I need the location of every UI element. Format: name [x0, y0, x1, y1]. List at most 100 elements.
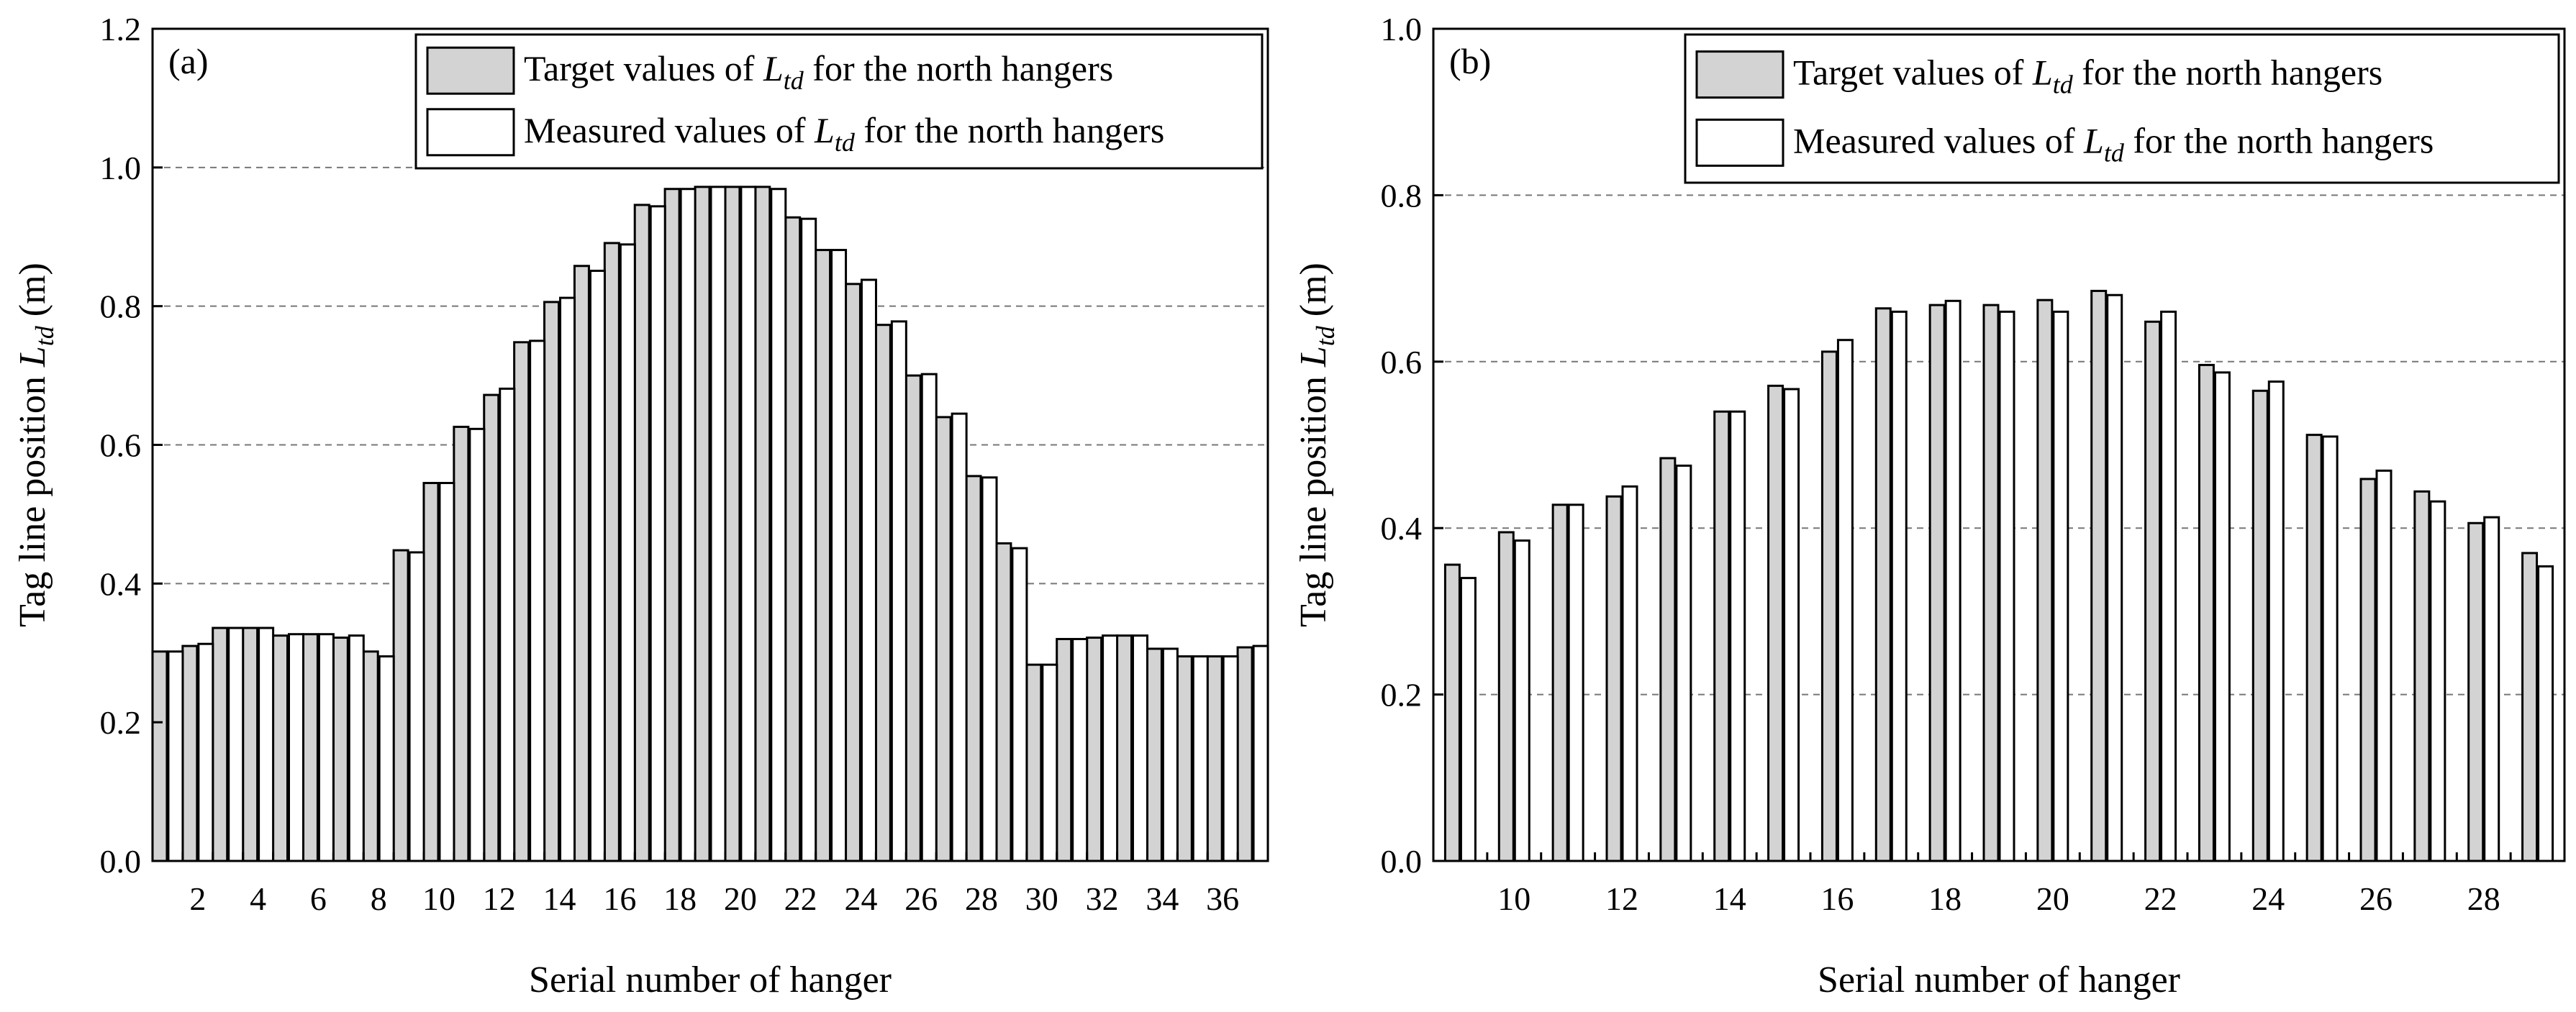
bar-target — [301, 633, 319, 862]
bar-measured — [529, 339, 546, 862]
bar-target — [694, 186, 711, 862]
x-tick-label: 14 — [1713, 880, 1746, 917]
legend-label-sub: td — [784, 66, 804, 95]
legend-label: Measured values of Ltd for the north han… — [524, 110, 1164, 157]
bar-measured — [890, 320, 907, 862]
y-axis-label-sub: td — [1311, 325, 1340, 346]
bar-measured — [1621, 485, 1638, 862]
x-tick-label: 30 — [1025, 880, 1058, 917]
bar-target — [935, 416, 952, 862]
bar-target — [453, 425, 470, 862]
bar-target — [995, 542, 1012, 862]
bar-target — [1146, 647, 1163, 862]
bar-measured — [1675, 464, 1692, 862]
bar-measured — [2429, 500, 2446, 862]
bar-measured — [1222, 655, 1239, 862]
bar-measured — [1161, 647, 1179, 862]
bar-target — [2036, 298, 2054, 862]
y-axis-label-unit: (m) — [12, 263, 53, 326]
bar-measured — [1011, 547, 1028, 862]
bar-measured — [709, 186, 727, 862]
bar-target — [784, 216, 802, 862]
bar-measured — [1071, 637, 1089, 862]
chart-panel-a: 0.00.20.40.60.81.01.22 4 6 8 10 12 14 16 18 20 22 2… — [12, 11, 1269, 1000]
bar-measured — [1459, 577, 1477, 862]
legend-label-suffix: for the north hangers — [855, 110, 1164, 150]
bar-measured — [951, 412, 968, 862]
legend-label-sub: td — [2053, 70, 2074, 99]
x-tick-label: 6 — [310, 880, 327, 917]
bar-target — [1236, 646, 1253, 862]
bar-target — [754, 186, 771, 862]
x-tick-label: 8 — [371, 880, 387, 917]
panel-label: (a) — [168, 41, 209, 81]
x-tick-label: 28 — [2467, 880, 2500, 917]
bar-target — [1443, 563, 1461, 862]
bar-measured — [740, 186, 757, 862]
legend-label-prefix: Target values of — [524, 48, 763, 88]
legend-box — [414, 33, 1264, 170]
bar-measured — [258, 626, 275, 862]
x-axis-label: Serial number of hanger — [1818, 959, 2180, 1000]
x-tick-label: 26 — [2359, 880, 2393, 917]
bar-measured — [920, 373, 938, 862]
bar-measured — [378, 655, 395, 862]
bar-measured — [2106, 293, 2123, 862]
bar-measured — [408, 551, 425, 862]
y-tick-label: 0.0 — [1381, 843, 1423, 880]
bar-target — [844, 283, 861, 862]
chart-panel-b: 0.0 0.2 0.4 0.6 0.8 1.0 10 12 14 16 18 20 22 24 26 28 Se… — [1293, 11, 2566, 1000]
legend-label-suffix: for the north hangers — [804, 48, 1113, 88]
y-tick-label: 1.0 — [100, 150, 142, 186]
bar-measured — [860, 278, 877, 862]
legend-label-var: L — [2032, 53, 2053, 93]
x-tick-label: 18 — [663, 880, 697, 917]
bar-target — [874, 324, 892, 862]
x-tick-label: 28 — [965, 880, 998, 917]
bar-measured — [2375, 469, 2393, 862]
bar-measured — [2267, 380, 2285, 862]
bar-measured — [1041, 663, 1058, 862]
bar-measured — [1998, 310, 2015, 862]
x-tick-label: 24 — [844, 880, 877, 917]
bar-measured — [468, 427, 486, 862]
legend-swatch-target — [426, 46, 515, 95]
bar-target — [362, 650, 379, 862]
bar-target — [2467, 521, 2485, 862]
x-axis-label: Serial number of hanger — [529, 959, 892, 1000]
bar-measured — [1944, 299, 1962, 862]
legend-label-prefix: Measured values of — [1793, 120, 2084, 160]
bar-measured — [1836, 339, 1854, 862]
bar-target — [2144, 320, 2162, 862]
x-tick-label: 32 — [1086, 880, 1119, 917]
legend-swatch-target — [1695, 50, 1784, 99]
bar-target — [1086, 637, 1103, 862]
y-tick-label: 0.2 — [100, 704, 142, 741]
x-tick-label: 22 — [2144, 880, 2177, 917]
bar-target — [181, 644, 199, 862]
x-tick-label: 12 — [1605, 880, 1638, 917]
y-tick-label: 0.8 — [100, 288, 142, 325]
bar-target — [151, 650, 168, 862]
bar-target — [513, 341, 530, 862]
bar-measured — [2483, 516, 2500, 862]
x-tick-label: 24 — [2251, 880, 2285, 917]
legend-label-suffix: for the north hangers — [2124, 120, 2434, 160]
x-tick-label: 16 — [603, 880, 636, 917]
legend: Target values of Ltd for the north hange… — [414, 33, 1264, 170]
bar-target — [904, 374, 922, 862]
bar-measured — [1567, 503, 1584, 862]
bar-measured — [1513, 539, 1530, 862]
x-tick-label: 36 — [1206, 880, 1239, 917]
legend-label-suffix: for the north hangers — [2073, 53, 2382, 93]
x-tick-label: 2 — [189, 880, 206, 917]
bar-measured — [2160, 310, 2177, 862]
bar-target — [1025, 663, 1043, 862]
bar-target — [242, 626, 259, 862]
bar-target — [1713, 410, 1731, 862]
bar-target — [1874, 307, 1892, 862]
x-tick-label: 16 — [1820, 880, 1854, 917]
bar-target — [1176, 655, 1193, 862]
bar-measured — [227, 626, 245, 862]
x-tick-label: 4 — [250, 880, 266, 917]
